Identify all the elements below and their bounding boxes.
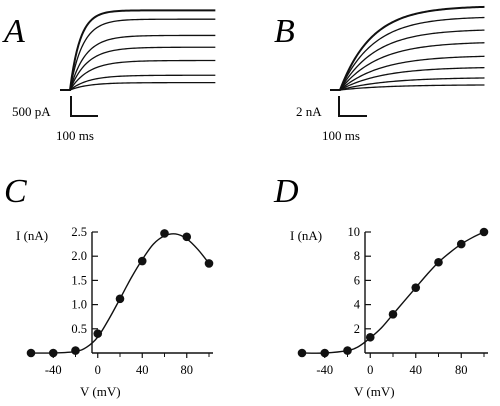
panel-c-y-tick-label: 2.0 (71, 249, 87, 263)
panel-d-data-point (411, 283, 421, 292)
panel-a-trace (60, 74, 216, 91)
panel-b-trace (330, 16, 485, 91)
panel-d-ylabel: I (nA) (290, 228, 322, 243)
panel-a-scalebar: 500 pA 100 ms (12, 96, 98, 143)
panel-d-data-point (320, 348, 330, 358)
panel-c-ylabel: I (nA) (16, 228, 48, 243)
panel-d-y-tick-label: 8 (354, 249, 360, 263)
panel-c-data-point (71, 346, 80, 355)
panel-a-trace (60, 46, 216, 91)
panel-letter-d: D (273, 173, 299, 210)
panel-c-plot: I (nA) V (mV) 0.5 1.0 1.5 2.0 2.5 -40 0 40 80 (16, 225, 214, 399)
panel-b-trace (330, 42, 485, 91)
panel-b-traces (330, 5, 485, 91)
panel-c-data-point (26, 348, 36, 358)
panel-a-scalebar-x-label: 100 ms (56, 128, 94, 143)
panel-b-scalebar-x-label: 100 ms (322, 128, 360, 143)
panel-d-y-tick-label: 4 (354, 298, 361, 312)
panel-c-x-tick-label: 40 (136, 363, 149, 377)
panel-a-trace (60, 81, 216, 91)
panel-b-trace (330, 66, 485, 91)
panel-b-trace (330, 84, 485, 91)
panel-a-scalebar-y-label: 500 pA (12, 104, 51, 119)
panel-letter-c: C (4, 173, 27, 210)
panel-c-x-tick-label: 80 (181, 363, 194, 377)
panel-c-fit-curve (30, 233, 210, 354)
panel-c-y-tick-label: 1.5 (71, 273, 87, 287)
panel-d-plot: I (nA) V (mV) 2 4 6 8 10 -40 0 40 80 (290, 225, 489, 399)
panel-d-data-point (479, 227, 489, 237)
panel-b-trace (330, 55, 485, 91)
panel-d-data-point (388, 309, 398, 319)
panel-letter-b: B (274, 13, 295, 50)
panel-b-trace (330, 77, 485, 91)
panel-d-x-tick-label: 0 (367, 363, 373, 377)
panel-c-y-tick-label: 2.5 (71, 225, 87, 239)
panel-d-fit-curve (301, 231, 485, 354)
panel-b-scalebar-y-label: 2 nA (296, 104, 322, 119)
panel-c-data-point (204, 259, 214, 268)
panel-c-data-point (115, 294, 125, 304)
panel-a-traces (60, 9, 216, 91)
panel-c-data-point (93, 329, 103, 338)
panel-a-trace (60, 9, 216, 91)
panel-c-data-point (137, 256, 147, 266)
panel-d-x-tick-label: -40 (316, 363, 333, 377)
panel-a-trace (60, 34, 216, 91)
panel-b-trace (330, 29, 485, 91)
panel-d-xlabel: V (mV) (354, 384, 395, 399)
panel-d-data-point (365, 332, 375, 342)
panel-d-data-point (297, 348, 307, 358)
panel-b-scalebar-lines (338, 96, 367, 117)
panel-c-xlabel: V (mV) (80, 384, 121, 399)
panel-c-x-tick-label: 0 (95, 363, 101, 377)
panel-c-data-point (48, 348, 58, 358)
panel-c-y-tick-label: 1.0 (71, 298, 87, 312)
panel-d-y-tick-label: 6 (354, 273, 360, 287)
panel-c-x-tick-label: -40 (45, 363, 62, 377)
panel-d-y-tick-label: 2 (354, 322, 360, 336)
panel-b-scalebar: 2 nA 100 ms (296, 96, 367, 143)
panel-c-data-point (160, 229, 169, 238)
panel-a-trace (60, 59, 216, 91)
panel-c-y-tick-label: 0.5 (71, 322, 87, 336)
panel-d-x-tick-label: 80 (455, 363, 468, 377)
panel-d-x-tick-label: 40 (410, 363, 423, 377)
panel-d-data-point (456, 239, 466, 249)
panel-d-data-point (343, 346, 352, 355)
panel-d-y-tick-label: 10 (348, 225, 361, 239)
panel-c-data-point (182, 232, 192, 242)
panel-letter-a: A (2, 13, 25, 50)
panel-a-scalebar-lines (70, 96, 98, 117)
panel-b-trace (330, 5, 485, 91)
panel-a-trace (60, 18, 216, 91)
panel-d-data-point (434, 257, 443, 267)
